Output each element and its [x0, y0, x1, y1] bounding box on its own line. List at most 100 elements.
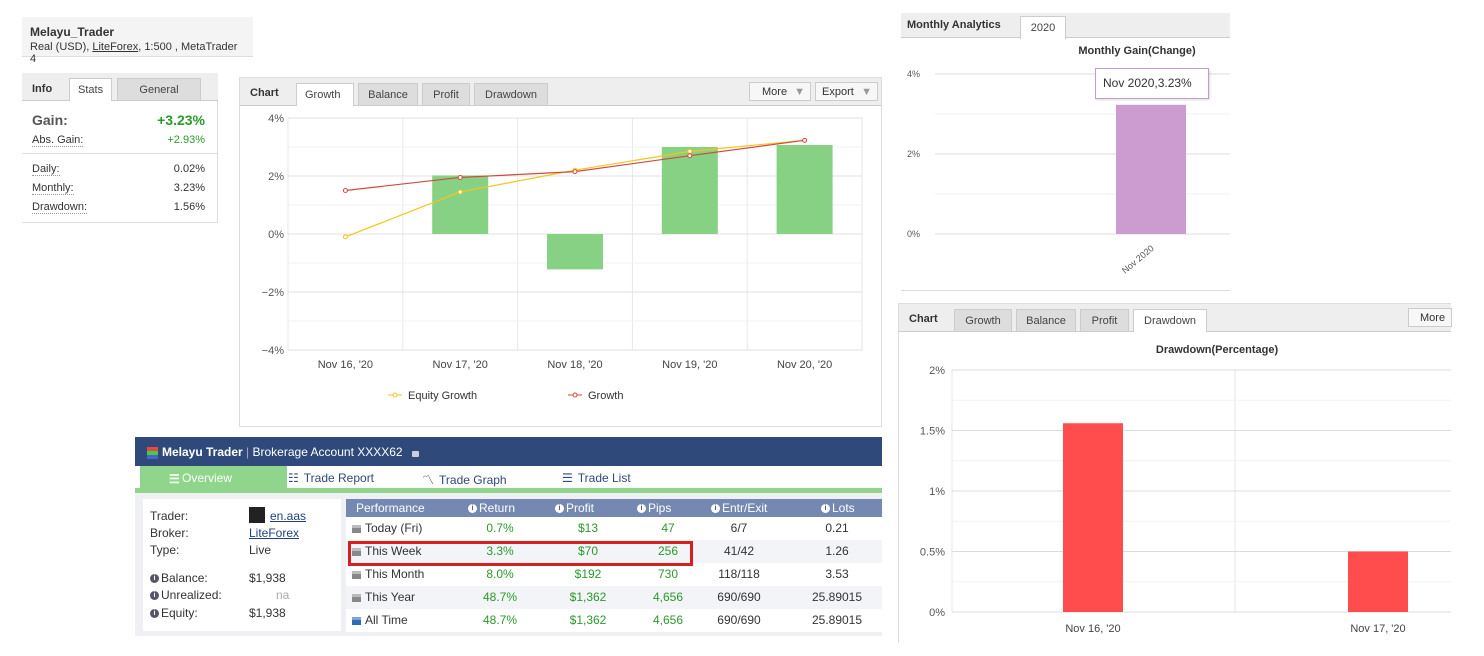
table-row[interactable]: All Time 48.7% $1,362 4,656 690/690 25.89015: [346, 609, 882, 632]
logo-icon: [147, 446, 158, 459]
cell-profit: $1,362: [569, 613, 607, 627]
y-tick-label: 1.5%: [920, 426, 945, 438]
broker-link[interactable]: LiteForex: [92, 41, 139, 53]
tab-drawdown[interactable]: Drawdown: [1133, 309, 1207, 332]
chart-title: Chart: [250, 87, 279, 99]
tab-balance[interactable]: Balance: [1016, 309, 1076, 331]
chart-title: Drawdown(Percentage): [1156, 344, 1279, 356]
table-row[interactable]: This Month 8.0% $192 730 118/118 3.53: [346, 563, 882, 586]
list-icon: ☷: [288, 471, 299, 485]
x-tick-label: Nov 19, '20: [662, 359, 717, 371]
x-tick-label: Nov 2020: [1120, 243, 1156, 275]
drawdown-panel-header: Chart Growth Balance Profit Drawdown Mor…: [899, 304, 1452, 332]
col-return: i Return: [468, 501, 515, 515]
tab-profit[interactable]: Profit: [422, 83, 470, 105]
cell-entr-exit: 690/690: [717, 613, 761, 627]
line-chart-icon: 〽: [422, 473, 435, 487]
cell-entr-exit: 118/118: [718, 567, 760, 581]
monthly-gain-chart: Monthly Gain(Change)4%2%0%3.23%Nov 2020: [907, 45, 1230, 276]
line-point: [342, 234, 348, 240]
info-icon: i: [555, 504, 564, 514]
legend-label: Growth: [588, 390, 623, 402]
x-tick-label: Nov 20, '20: [777, 359, 832, 371]
broker-link[interactable]: LiteForex: [249, 526, 300, 540]
legend-marker: [392, 392, 398, 398]
row-icon: [352, 525, 361, 533]
lock-icon: [411, 450, 419, 457]
cell-lots: 25.89015: [811, 613, 863, 627]
chevron-down-icon: ▼: [794, 86, 805, 98]
more-button[interactable]: More ▼: [749, 82, 811, 101]
balance-label: i Balance:: [150, 571, 208, 585]
table-row[interactable]: Today (Fri) 0.7% $13 47 6/7 0.21: [346, 517, 882, 540]
account-number: Brokerage Account XXXX62: [252, 445, 403, 459]
brokerage-widget: Melayu Trader | Brokerage Account XXXX62…: [135, 437, 882, 636]
cell-profit: $70: [577, 544, 599, 558]
line-point: [802, 137, 808, 143]
y-tick-label: 4%: [268, 113, 284, 125]
drawdown-chart: Drawdown(Percentage) 2% 1.5% 1% 0.5% 0% Nov 16…: [920, 344, 1451, 635]
info-icon[interactable]: i: [150, 609, 159, 619]
gain-value: +3.23%: [157, 112, 205, 128]
cell-lots: 0.21: [825, 521, 849, 535]
unrealized-value: na: [276, 588, 290, 602]
tab-general[interactable]: General: [117, 78, 201, 100]
tab-drawdown[interactable]: Drawdown: [474, 83, 548, 105]
nav-trade-report[interactable]: ☷ Trade Report: [288, 471, 375, 485]
info-title: Info: [32, 83, 53, 95]
monthly-analytics-panel: Monthly Analytics 2020 Monthly Gain(Chan…: [901, 13, 1230, 291]
table-row[interactable]: This Week 3.3% $70 256 41/42 1.26: [346, 540, 882, 563]
nav-bar: ☰ Overview ☷ Trade Report 〽 Trade Graph ☰ Tr…: [135, 466, 882, 493]
row-icon: [352, 571, 361, 579]
cell-pips: 4,656: [652, 590, 684, 604]
export-button[interactable]: Export ▼: [815, 82, 878, 101]
tab-growth[interactable]: Growth: [954, 309, 1012, 331]
row-icon: [352, 617, 361, 625]
cell-entr-exit: 41/42: [723, 544, 755, 558]
nav-trade-graph[interactable]: 〽 Trade Graph: [422, 473, 507, 487]
drawdown-chart-panel: Chart Growth Balance Profit Drawdown Mor…: [898, 303, 1452, 643]
cell-profit: $1,362: [569, 590, 607, 604]
col-profit: i Profit: [555, 501, 594, 515]
cell-period: This Month: [365, 567, 425, 581]
info-icon[interactable]: i: [150, 574, 159, 584]
nav-trade-list[interactable]: ☰ Trade List: [562, 471, 631, 485]
account-name: Melayu_Trader: [30, 25, 115, 39]
y-tick-label: −4%: [262, 345, 285, 357]
account-header: Melayu_Trader Real (USD), LiteForex, 1:5…: [22, 17, 253, 65]
table-header: Performance i Return i Profit i Pips i Entr/…: [346, 499, 882, 517]
bar: [776, 144, 833, 234]
x-tick-label: Nov 18, '20: [547, 359, 602, 371]
table-row[interactable]: This Year 48.7% $1,362 4,656 690/690 25.89015: [346, 586, 882, 609]
monthly-value: 3.23%: [173, 182, 205, 194]
account-meta: Real (USD), LiteForex, 1:500 , MetaTrade…: [30, 41, 238, 65]
trader-link[interactable]: en.aas: [270, 509, 307, 523]
info-icon: i: [821, 504, 830, 514]
info-icon[interactable]: i: [150, 591, 159, 601]
cell-period: This Year: [365, 590, 416, 604]
trader-label: Trader:: [150, 509, 189, 523]
highlight-box: [348, 541, 693, 566]
balance-value: $1,938: [249, 571, 286, 585]
more-button[interactable]: More: [1408, 308, 1452, 327]
tab-balance[interactable]: Balance: [358, 83, 418, 105]
tab-stats[interactable]: Stats: [69, 78, 113, 101]
cell-lots: 1.26: [825, 544, 849, 558]
y-tick-label: 0%: [929, 607, 945, 619]
line-point: [687, 148, 693, 154]
cell-period: Today (Fri): [365, 521, 423, 535]
broker-label: Broker:: [150, 526, 189, 540]
cell-return: 48.7%: [482, 590, 518, 604]
tab-profit[interactable]: Profit: [1080, 309, 1129, 331]
y-tick-label: 2%: [268, 171, 284, 183]
cell-pips: 4,656: [652, 613, 684, 627]
tab-year-2020[interactable]: 2020: [1020, 16, 1066, 39]
unrealized-label: i Unrealized:: [150, 588, 222, 602]
nav-overview[interactable]: ☰ Overview: [140, 466, 287, 489]
tab-growth[interactable]: Growth: [296, 83, 354, 106]
col-pips: i Pips: [637, 501, 671, 515]
chevron-down-icon: ▼: [861, 86, 872, 98]
line-point: [687, 153, 693, 159]
cell-return: 3.3%: [486, 544, 514, 558]
col-performance: Performance: [356, 501, 425, 515]
